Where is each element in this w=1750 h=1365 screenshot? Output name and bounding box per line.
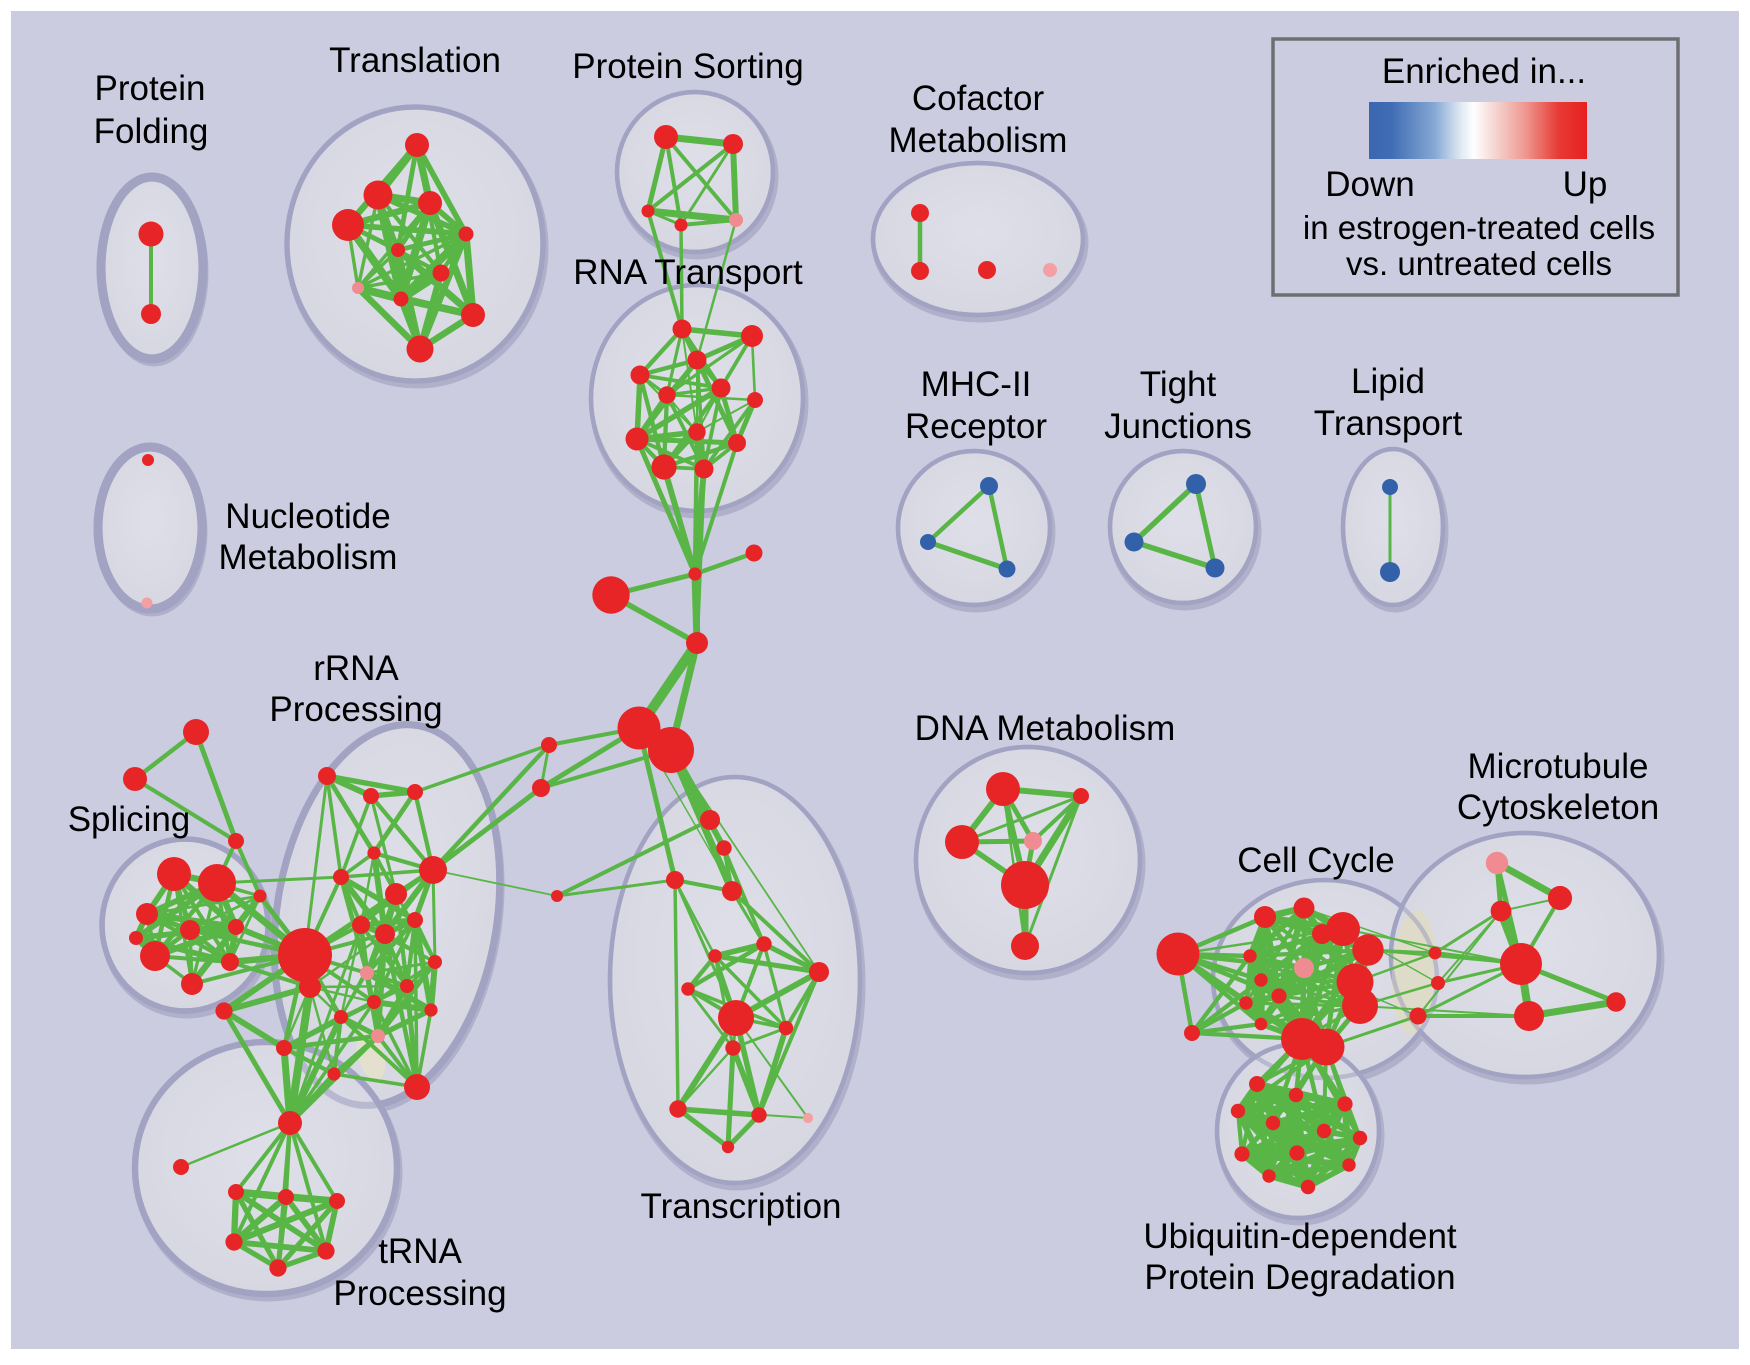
svg-text:Transport: Transport bbox=[1314, 404, 1463, 443]
svg-text:rRNA: rRNA bbox=[313, 649, 399, 688]
svg-text:Splicing: Splicing bbox=[68, 800, 191, 839]
svg-text:Microtubule: Microtubule bbox=[1468, 747, 1649, 786]
svg-text:Metabolism: Metabolism bbox=[889, 121, 1068, 160]
svg-text:Transcription: Transcription bbox=[641, 1187, 842, 1226]
svg-text:Cytoskeleton: Cytoskeleton bbox=[1457, 788, 1659, 827]
svg-text:Receptor: Receptor bbox=[905, 407, 1047, 446]
svg-text:vs. untreated cells: vs. untreated cells bbox=[1346, 245, 1612, 282]
svg-text:Cofactor: Cofactor bbox=[912, 79, 1045, 118]
svg-text:Nucleotide: Nucleotide bbox=[225, 497, 390, 536]
svg-text:MHC-II: MHC-II bbox=[921, 365, 1032, 404]
svg-text:Up: Up bbox=[1563, 165, 1608, 204]
svg-text:tRNA: tRNA bbox=[378, 1232, 462, 1271]
svg-text:in estrogen-treated cells: in estrogen-treated cells bbox=[1303, 209, 1655, 246]
svg-text:Down: Down bbox=[1325, 165, 1414, 204]
svg-text:Processing: Processing bbox=[333, 1274, 506, 1313]
svg-text:Tight: Tight bbox=[1140, 365, 1217, 404]
svg-text:Metabolism: Metabolism bbox=[219, 538, 398, 577]
svg-text:Processing: Processing bbox=[269, 690, 442, 729]
svg-text:Folding: Folding bbox=[94, 112, 209, 151]
svg-text:Ubiquitin-dependent: Ubiquitin-dependent bbox=[1143, 1217, 1457, 1256]
svg-text:Protein Degradation: Protein Degradation bbox=[1144, 1258, 1455, 1297]
svg-text:RNA Transport: RNA Transport bbox=[573, 253, 803, 292]
svg-text:Enriched in...: Enriched in... bbox=[1382, 52, 1586, 91]
svg-text:DNA Metabolism: DNA Metabolism bbox=[915, 709, 1176, 748]
svg-text:Translation: Translation bbox=[329, 41, 501, 80]
svg-text:Protein: Protein bbox=[95, 69, 206, 108]
svg-text:Lipid: Lipid bbox=[1351, 362, 1425, 401]
svg-text:Cell Cycle: Cell Cycle bbox=[1237, 841, 1395, 880]
svg-text:Junctions: Junctions bbox=[1104, 407, 1252, 446]
svg-text:Protein Sorting: Protein Sorting bbox=[572, 47, 804, 86]
